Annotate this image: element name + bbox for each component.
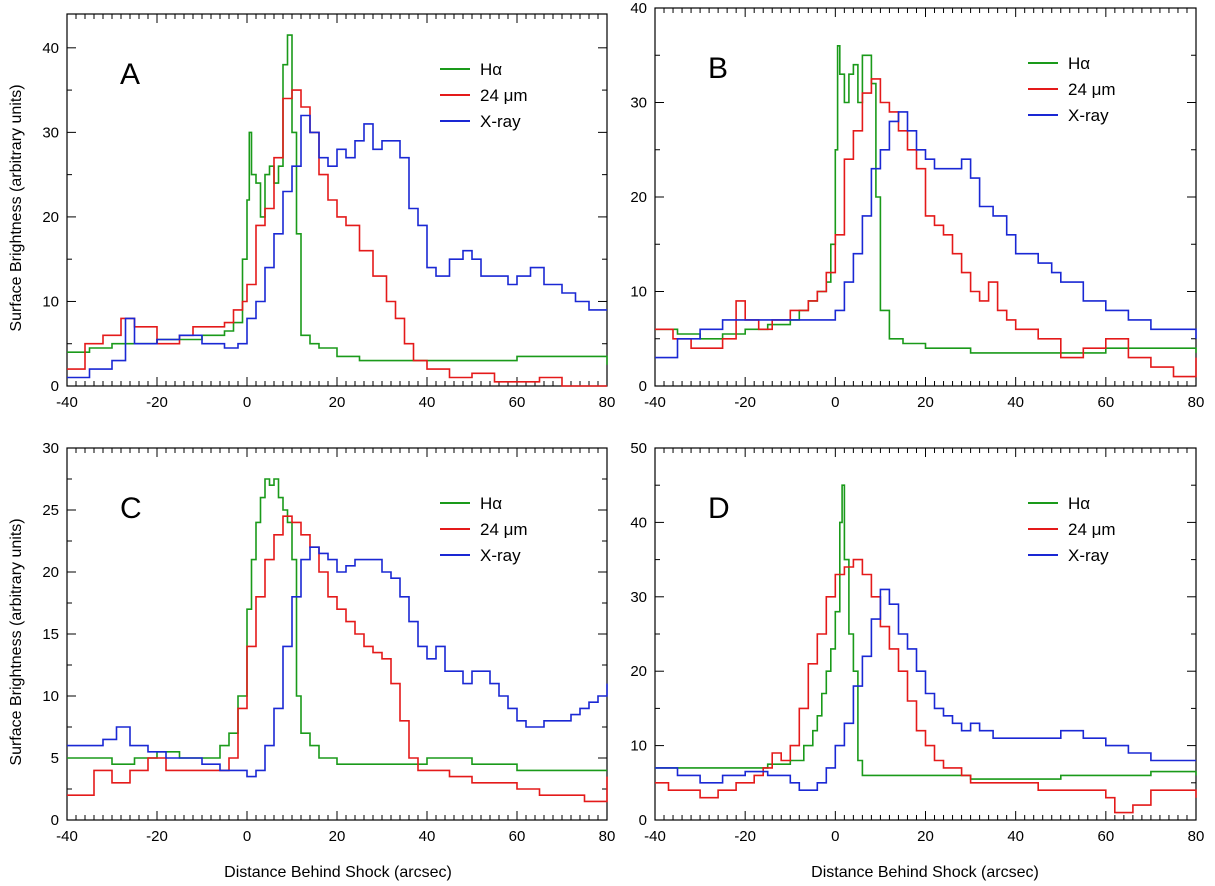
legend-label-halpha: Hα <box>1068 494 1090 513</box>
series-line-xray <box>67 114 607 379</box>
y-tick-label: 30 <box>630 589 647 606</box>
x-tick-label: -20 <box>146 394 168 411</box>
y-tick-label: 15 <box>42 626 59 643</box>
x-tick-label: 60 <box>1097 828 1114 845</box>
y-tick-label: 0 <box>51 378 59 395</box>
y-tick-label: 40 <box>42 40 59 57</box>
y-tick-label: 10 <box>42 293 59 310</box>
x-tick-label: 0 <box>831 394 839 411</box>
x-tick-label: 40 <box>1007 828 1024 845</box>
legend-label-ir24: 24 μm <box>1068 520 1116 539</box>
series-line-halpha <box>655 45 1197 354</box>
legend-label-ir24: 24 μm <box>480 520 528 539</box>
legend-label-xray: X-ray <box>1068 546 1109 565</box>
legend-label-xray: X-ray <box>480 112 521 131</box>
x-axis-label-left: Distance Behind Shock (arcsec) <box>224 864 452 881</box>
legend-label-halpha: Hα <box>480 60 502 79</box>
x-tick-label: -40 <box>644 394 666 411</box>
y-tick-label: 10 <box>42 688 59 705</box>
x-tick-label: 60 <box>1097 394 1114 411</box>
panel-letter: B <box>708 52 728 85</box>
y-tick-label: 50 <box>630 440 647 457</box>
panel-d: -40 -20 0 20 40 60 80 0 10 20 30 40 50 D Hα 24 μm X-ray <box>630 440 1204 845</box>
x-tick-label: 40 <box>419 828 436 845</box>
x-tick-label: 60 <box>509 828 526 845</box>
x-tick-label: -20 <box>146 828 168 845</box>
legend-label-xray: X-ray <box>480 546 521 565</box>
y-tick-label: 10 <box>630 738 647 755</box>
panel-letter: A <box>120 58 140 91</box>
panel-letter: C <box>120 492 142 525</box>
legend-label-halpha: Hα <box>1068 54 1090 73</box>
y-tick-label: 20 <box>630 663 647 680</box>
y-tick-label: 25 <box>42 502 59 519</box>
x-tick-label: 0 <box>243 828 251 845</box>
y-tick-label: 40 <box>630 514 647 531</box>
x-tick-label: 80 <box>1188 394 1205 411</box>
legend-label-ir24: 24 μm <box>1068 80 1116 99</box>
y-tick-label: 30 <box>630 95 647 112</box>
y-tick-label: 0 <box>639 378 647 395</box>
x-tick-label: 80 <box>599 828 616 845</box>
x-tick-label: 40 <box>1007 394 1024 411</box>
y-axis-label-bottom: Surface Brightness (arbitrary units) <box>8 518 25 765</box>
y-tick-label: 20 <box>630 189 647 206</box>
series-line-xray <box>655 111 1197 359</box>
x-tick-label: -40 <box>56 394 78 411</box>
series-line-xray <box>655 588 1196 791</box>
x-tick-label: 20 <box>917 394 934 411</box>
panel-a: -40 -20 0 20 40 60 80 0 10 20 30 40 A Hα 24 μm X-ray <box>42 13 616 411</box>
y-tick-label: 40 <box>630 0 647 17</box>
y-tick-label: 10 <box>630 284 647 301</box>
y-tick-label: 30 <box>42 124 59 141</box>
x-tick-label: 80 <box>1188 828 1205 845</box>
x-tick-label: 0 <box>831 828 839 845</box>
x-tick-label: 20 <box>917 828 934 845</box>
series-line-xray <box>67 546 608 778</box>
series-line-ir24 <box>655 78 1197 378</box>
x-tick-label: 40 <box>419 394 436 411</box>
legend-label-halpha: Hα <box>480 494 502 513</box>
y-tick-label: 5 <box>51 750 59 767</box>
series-line-ir24 <box>67 515 608 803</box>
y-tick-label: 30 <box>42 440 59 457</box>
x-tick-label: -20 <box>734 828 756 845</box>
y-tick-label: 0 <box>51 812 59 829</box>
y-tick-label: 0 <box>639 812 647 829</box>
plot-frame <box>654 447 1197 821</box>
x-tick-label: 0 <box>243 394 251 411</box>
x-tick-label: -20 <box>734 394 756 411</box>
x-tick-label: 60 <box>509 394 526 411</box>
legend-label-xray: X-ray <box>1068 106 1109 125</box>
x-tick-label: 20 <box>329 828 346 845</box>
y-tick-label: 20 <box>42 209 59 226</box>
x-tick-label: -40 <box>56 828 78 845</box>
x-tick-label: -40 <box>644 828 666 845</box>
x-axis-label-right: Distance Behind Shock (arcsec) <box>811 864 1039 881</box>
y-axis-label-top: Surface Brightness (arbitrary units) <box>8 84 25 331</box>
panel-b: -40 -20 0 20 40 60 80 0 10 20 30 40 B Hα 24 μm X-ray <box>630 0 1204 411</box>
x-tick-label: 20 <box>329 394 346 411</box>
series-line-ir24 <box>67 89 607 387</box>
x-tick-label: 80 <box>599 394 616 411</box>
legend-label-ir24: 24 μm <box>480 86 528 105</box>
y-tick-label: 20 <box>42 564 59 581</box>
panel-letter: D <box>708 492 730 525</box>
panel-c: -40 -20 0 20 40 60 80 0 5 10 15 20 25 30 C Hα 24 μm X-ray <box>42 440 615 845</box>
